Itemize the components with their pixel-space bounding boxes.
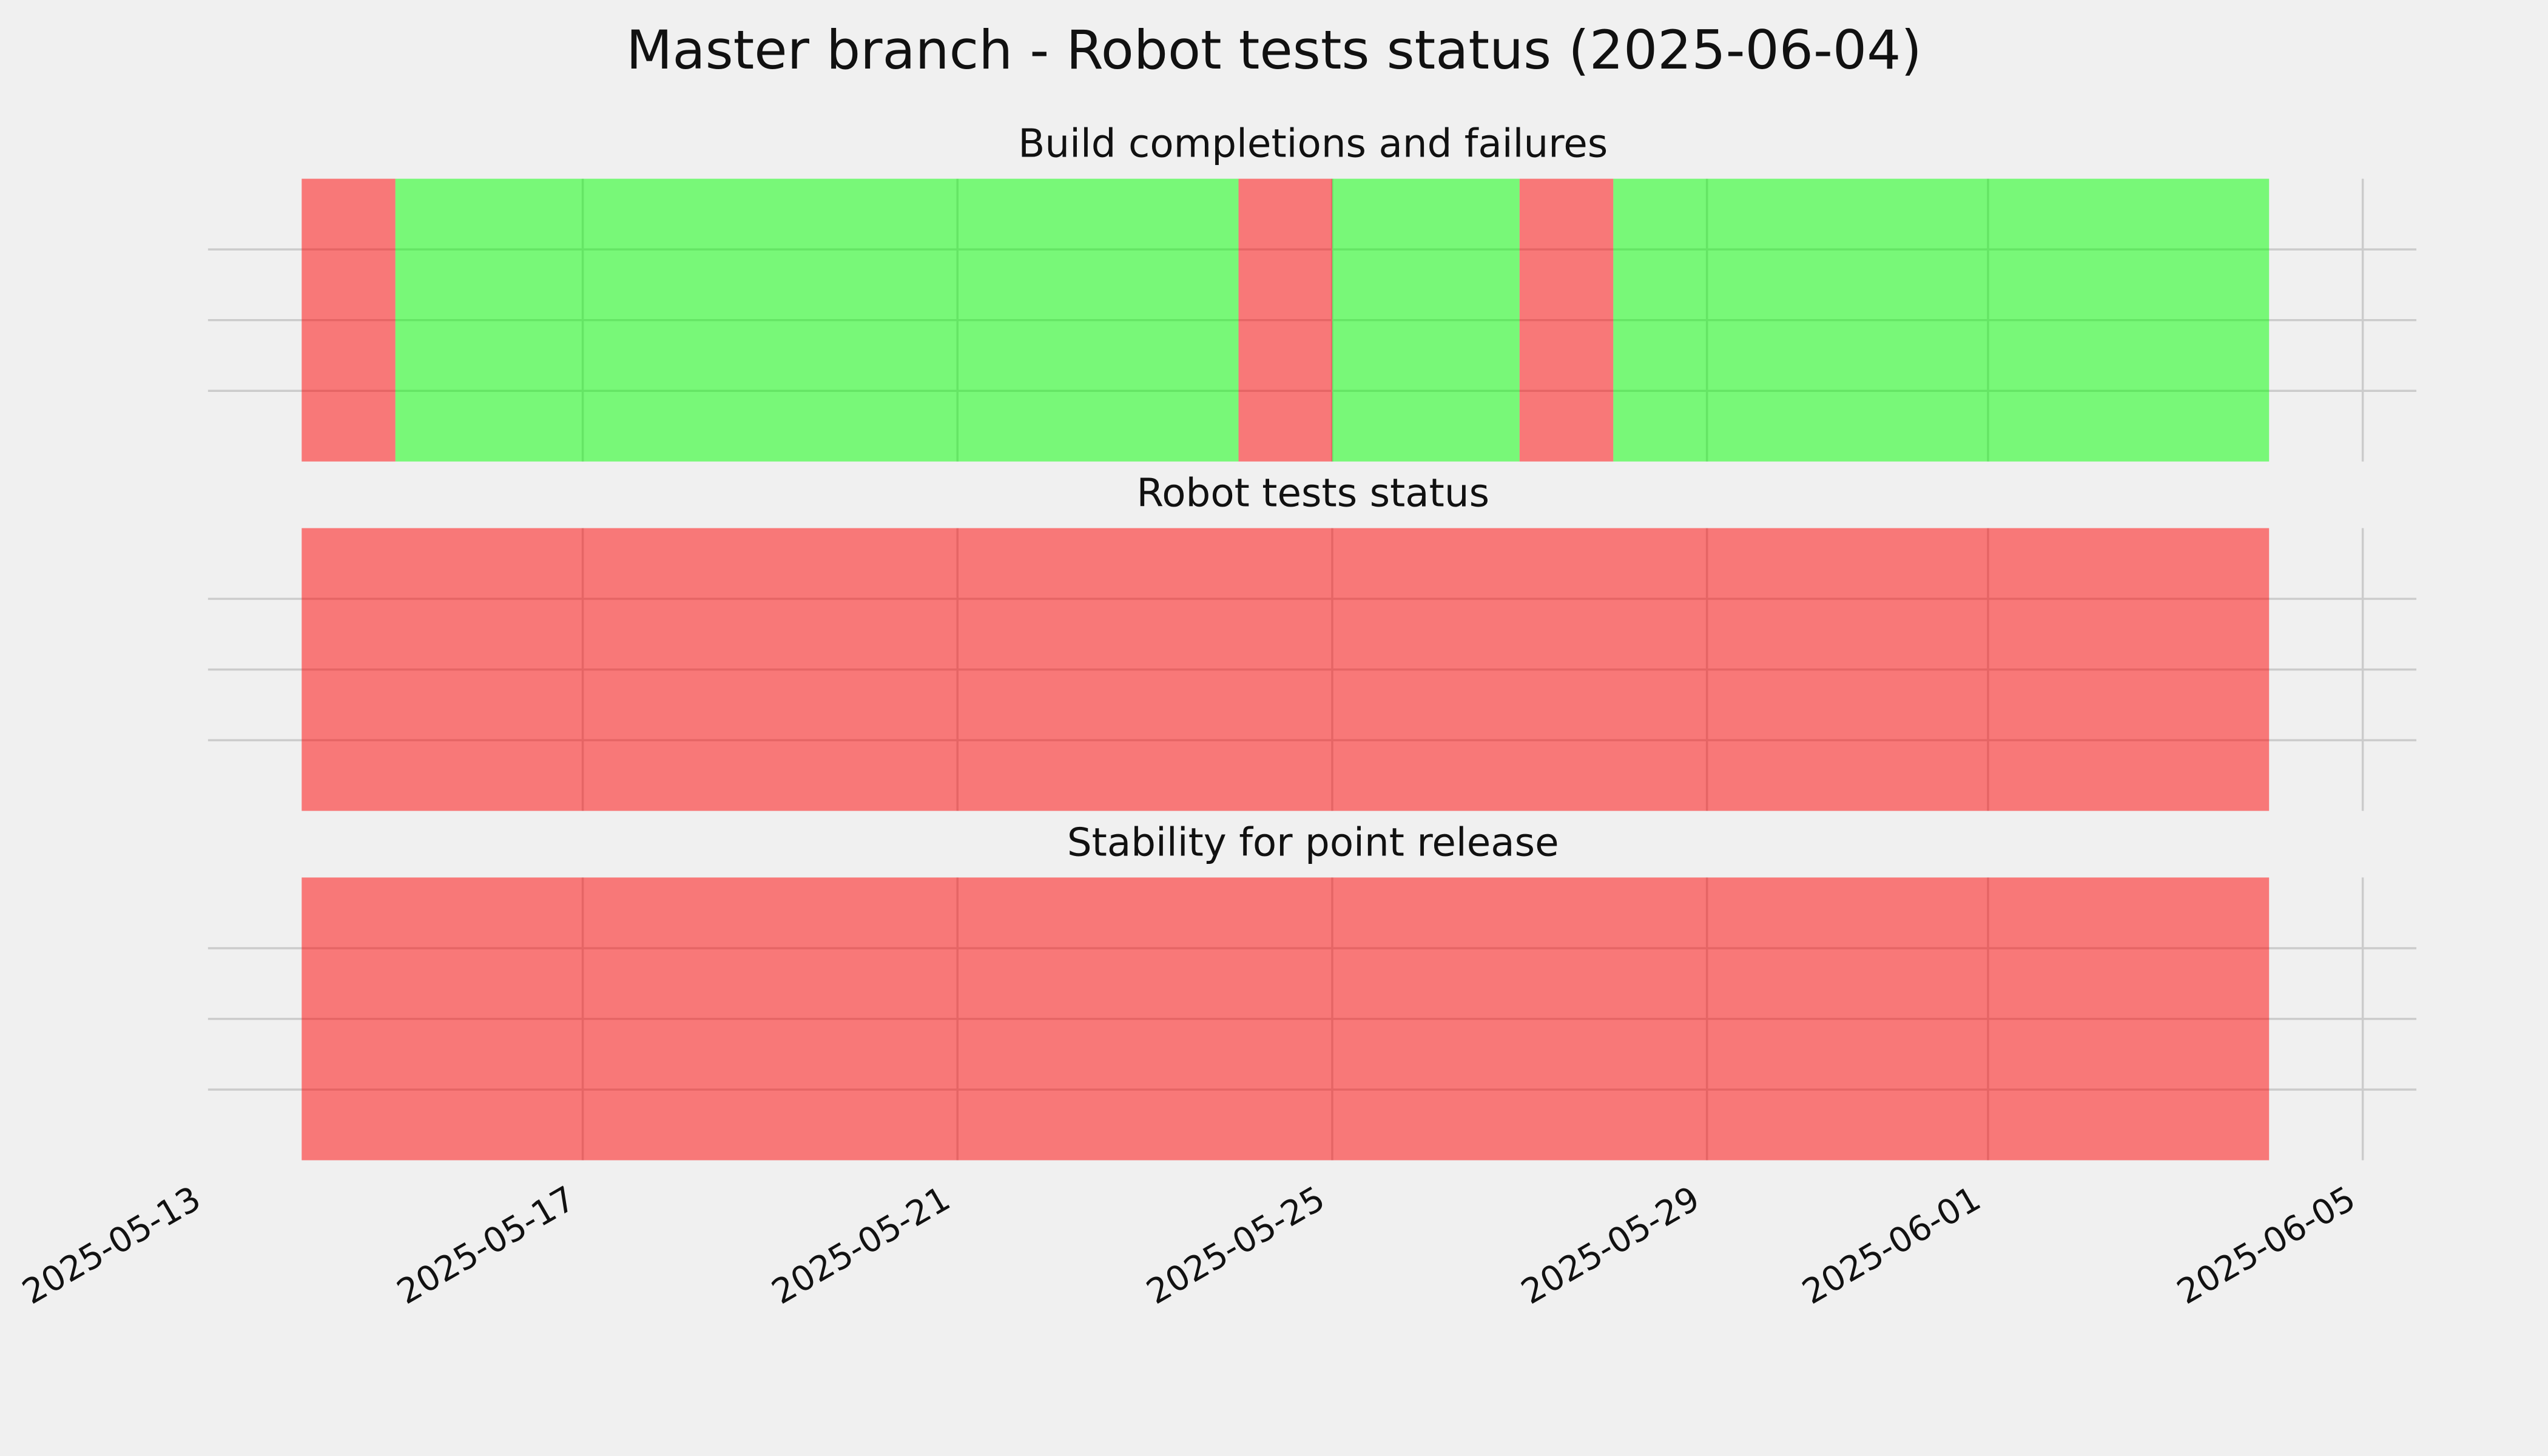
span bbox=[1613, 178, 2270, 462]
span bbox=[302, 528, 2270, 811]
span bbox=[1519, 178, 1614, 462]
span bbox=[1238, 178, 1332, 462]
subplot-title: Robot tests status bbox=[1136, 471, 1489, 516]
subplot-title: Stability for point release bbox=[1067, 820, 1559, 865]
subplot-title: Build completions and failures bbox=[1018, 121, 1608, 167]
span bbox=[1332, 178, 1520, 462]
span bbox=[395, 178, 1239, 462]
span bbox=[302, 178, 396, 462]
chart-title: Master branch - Robot tests status (2025… bbox=[626, 19, 1922, 81]
span bbox=[302, 877, 2270, 1161]
